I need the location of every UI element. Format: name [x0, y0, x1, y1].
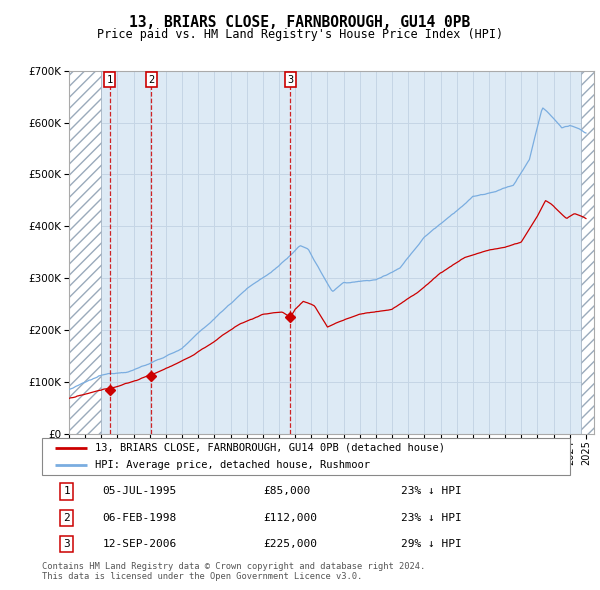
- Text: 13, BRIARS CLOSE, FARNBOROUGH, GU14 0PB: 13, BRIARS CLOSE, FARNBOROUGH, GU14 0PB: [130, 15, 470, 30]
- Text: 23% ↓ HPI: 23% ↓ HPI: [401, 513, 462, 523]
- Bar: [69, 71, 101, 434]
- Text: 2: 2: [148, 74, 154, 84]
- Text: 3: 3: [64, 539, 70, 549]
- Text: £85,000: £85,000: [264, 486, 311, 496]
- Text: This data is licensed under the Open Government Licence v3.0.: This data is licensed under the Open Gov…: [42, 572, 362, 581]
- Text: 29% ↓ HPI: 29% ↓ HPI: [401, 539, 462, 549]
- Text: 3: 3: [287, 74, 293, 84]
- Bar: [581, 71, 594, 434]
- Text: 13, BRIARS CLOSE, FARNBOROUGH, GU14 0PB (detached house): 13, BRIARS CLOSE, FARNBOROUGH, GU14 0PB …: [95, 443, 445, 453]
- Text: 2: 2: [64, 513, 70, 523]
- Text: Price paid vs. HM Land Registry's House Price Index (HPI): Price paid vs. HM Land Registry's House …: [97, 28, 503, 41]
- Text: 06-FEB-1998: 06-FEB-1998: [103, 513, 177, 523]
- Text: HPI: Average price, detached house, Rushmoor: HPI: Average price, detached house, Rush…: [95, 460, 370, 470]
- Text: 05-JUL-1995: 05-JUL-1995: [103, 486, 177, 496]
- Text: £225,000: £225,000: [264, 539, 318, 549]
- Text: 12-SEP-2006: 12-SEP-2006: [103, 539, 177, 549]
- Text: 23% ↓ HPI: 23% ↓ HPI: [401, 486, 462, 496]
- Text: Contains HM Land Registry data © Crown copyright and database right 2024.: Contains HM Land Registry data © Crown c…: [42, 562, 425, 571]
- Text: 1: 1: [106, 74, 113, 84]
- FancyBboxPatch shape: [42, 438, 570, 475]
- Text: £112,000: £112,000: [264, 513, 318, 523]
- Text: 1: 1: [64, 486, 70, 496]
